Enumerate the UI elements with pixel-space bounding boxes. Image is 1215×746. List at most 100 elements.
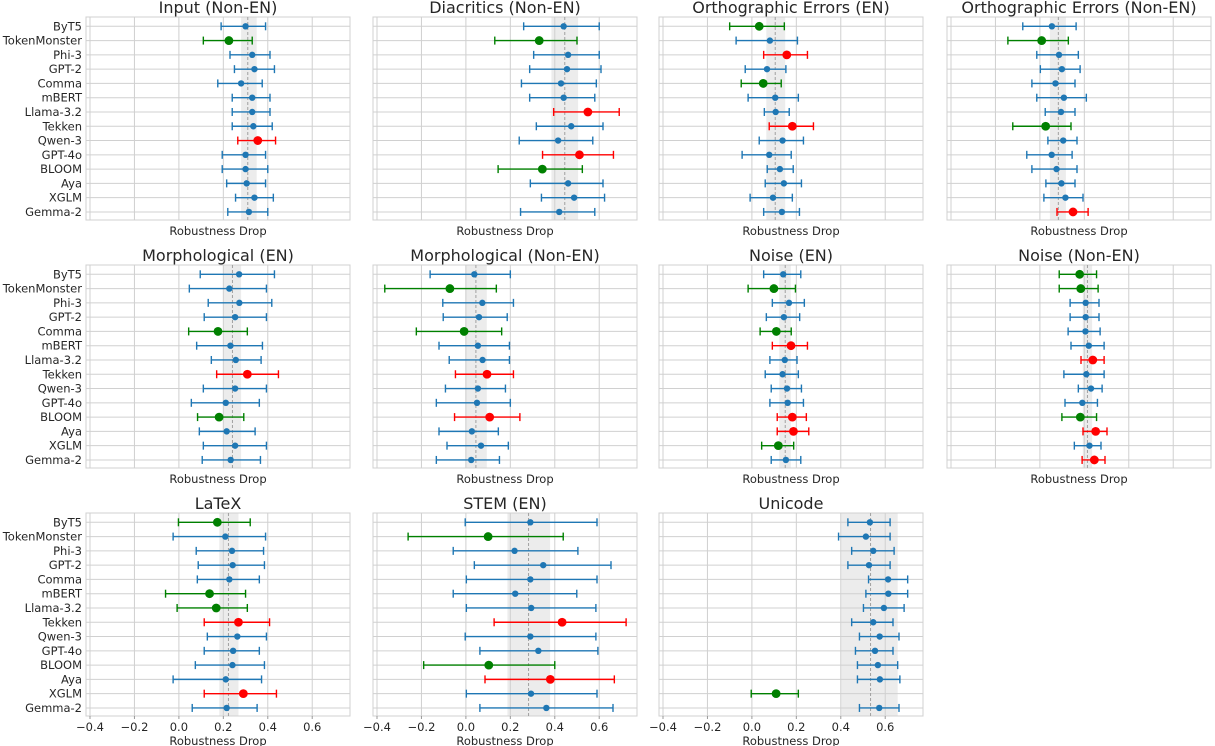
point-marker (229, 661, 236, 669)
data-point-bloom (196, 412, 245, 422)
y-tick-label: Tekken (42, 119, 82, 133)
data-point-byt5 (847, 518, 891, 527)
data-point-tekken (1063, 370, 1105, 379)
x-tick-label: 0.0 (457, 720, 475, 734)
point-marker (1048, 151, 1055, 159)
point-marker (482, 369, 492, 379)
point-marker (880, 604, 888, 612)
point-marker (484, 660, 494, 670)
data-point-gemma-2 (770, 455, 802, 464)
data-point-gpt-4o (541, 150, 615, 160)
x-axis-label: Robustness Drop (456, 472, 553, 486)
point-marker (245, 208, 253, 216)
point-marker (477, 442, 485, 449)
subplot-morphological-en: Morphological (EN)ByT5TokenMonsterPhi-3G… (2, 246, 351, 486)
point-marker (876, 704, 883, 712)
data-point-phi-3 (442, 298, 515, 307)
data-point-comma (465, 575, 598, 584)
x-axis-label: Robustness Drop (742, 472, 839, 486)
x-axis-label: Robustness Drop (1030, 224, 1127, 238)
point-marker (238, 689, 248, 699)
y-tick-label: Comma (37, 572, 82, 586)
data-point-gemma-2 (479, 703, 614, 712)
subplot-latex: LaTeX ByT5TokenMonsterPhi-3GPT-2CommamBER… (2, 494, 351, 746)
point-marker (231, 442, 239, 449)
subplot-title: LaTeX (195, 494, 242, 513)
data-point-qwen-3 (444, 384, 507, 393)
data-point-comma (187, 327, 249, 336)
data-point-aya (856, 675, 901, 684)
data-point-comma (217, 79, 263, 88)
point-marker (876, 676, 884, 683)
data-point-gemma-2 (201, 455, 262, 464)
point-marker (242, 23, 249, 30)
point-marker (534, 36, 544, 45)
y-tick-label: BLOOM (40, 162, 82, 176)
point-marker (782, 456, 790, 464)
subplot-title: Diacritics (Non-EN) (429, 0, 581, 17)
data-point-gpt-2 (473, 561, 612, 570)
point-marker (512, 590, 519, 597)
point-marker (243, 180, 250, 187)
data-point-aya (172, 675, 263, 684)
x-tick-label: 0.0 (170, 720, 188, 734)
data-point-phi-3 (771, 298, 806, 307)
data-point-mbert (1070, 341, 1105, 350)
data-point-bloom (856, 661, 899, 670)
subplot-title: Morphological (Non-EN) (410, 246, 599, 265)
subplot-orthographic-errors-non-en: Orthographic Errors (Non-EN) Robustness D… (946, 0, 1212, 238)
data-point-aya (438, 427, 500, 436)
data-point-byt5 (522, 22, 600, 31)
plot-area (85, 512, 351, 717)
data-point-byt5 (199, 270, 276, 279)
point-marker (231, 313, 239, 321)
point-marker (232, 356, 239, 364)
point-marker (474, 385, 482, 392)
y-tick-label: Phi-3 (53, 296, 82, 310)
plot-area (946, 264, 1212, 469)
y-tick-label: GPT-4o (42, 644, 82, 658)
data-point-mbert (1036, 93, 1088, 102)
point-marker (1058, 180, 1065, 187)
point-marker (1068, 207, 1078, 217)
data-point-tokenmonster (384, 284, 498, 293)
mean-confidence-band (241, 17, 257, 220)
data-point-llama-3-2 (862, 603, 905, 612)
plot-area (658, 16, 924, 221)
subplot-title: Orthographic Errors (Non-EN) (961, 0, 1196, 17)
point-marker (211, 603, 221, 613)
y-tick-label: GPT-4o (42, 148, 82, 162)
data-point-phi-3 (850, 546, 895, 555)
point-marker (564, 51, 572, 59)
data-point-gpt-4o (769, 398, 805, 407)
data-point-qwen-3 (237, 136, 277, 145)
x-tick-label: 0.4 (832, 720, 850, 734)
subplot-title: Noise (EN) (749, 246, 833, 265)
y-tick-label: Gemma-2 (25, 453, 82, 467)
x-tick-label: −0.4 (363, 720, 391, 734)
point-marker (527, 633, 534, 640)
point-marker (242, 165, 249, 173)
point-marker (528, 604, 535, 612)
data-point-tekken (850, 618, 894, 627)
data-point-gpt-4o (203, 646, 261, 655)
data-point-gpt-4o (435, 398, 512, 407)
y-tick-label: Tekken (42, 615, 82, 629)
data-point-gpt-2 (233, 65, 276, 74)
point-marker (222, 399, 229, 407)
data-point-qwen-3 (1077, 384, 1103, 393)
point-marker (780, 271, 787, 278)
x-tick-label: −0.2 (120, 720, 148, 734)
y-tick-label: Aya (61, 672, 82, 686)
data-point-llama-3-2 (769, 355, 798, 364)
data-point-llama-3-2 (1080, 355, 1105, 365)
plot-area (946, 16, 1212, 221)
data-point-bloom (766, 165, 794, 174)
data-point-aya (764, 179, 803, 188)
point-marker (780, 180, 788, 187)
x-tick-label: −0.4 (649, 720, 677, 734)
point-marker (1088, 355, 1098, 365)
point-marker (1086, 442, 1093, 449)
subplot-noise-non-en: Noise (Non-EN) Robustness Drop (946, 246, 1212, 486)
x-axis-label: Robustness Drop (456, 734, 553, 746)
